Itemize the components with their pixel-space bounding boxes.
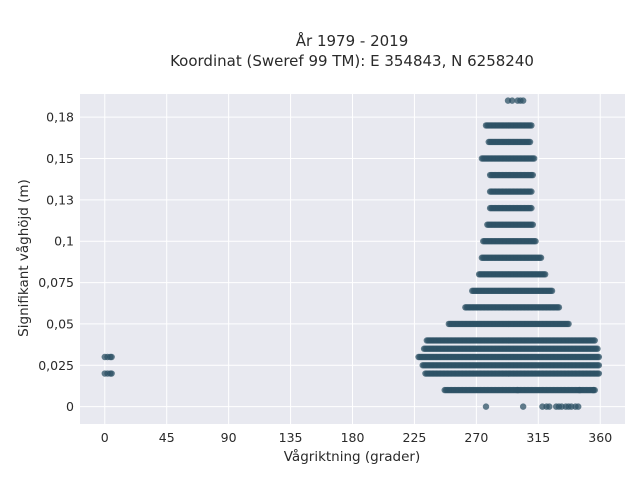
y-tick-label: 0,13 [46, 192, 74, 207]
x-axis-label: Vågriktning (grader) [284, 448, 421, 465]
data-point [108, 370, 115, 377]
data-point [532, 238, 539, 245]
y-tick-label: 0 [66, 399, 74, 414]
data-point [519, 403, 527, 410]
x-tick-label: 135 [279, 430, 303, 445]
x-tick-label: 225 [403, 430, 427, 445]
data-point [530, 155, 538, 162]
data-point [546, 403, 553, 410]
data-point [529, 221, 536, 228]
data-point [537, 254, 545, 261]
x-tick-label: 0 [101, 430, 109, 445]
chart-title: År 1979 - 2019 [296, 31, 409, 50]
data-point [108, 353, 115, 361]
data-point [595, 362, 603, 369]
y-axis-label: Signifikant våghöjd (m) [15, 179, 32, 337]
data-point [514, 386, 521, 394]
data-point [529, 171, 536, 179]
chart-subtitle: Koordinat (Sweref 99 TM): E 354843, N 62… [170, 52, 534, 70]
y-tick-label: 0,025 [38, 358, 74, 373]
x-tick-label: 360 [588, 430, 612, 445]
data-point [519, 97, 527, 104]
data-point [508, 97, 516, 104]
data-point [548, 287, 556, 295]
data-point [482, 403, 490, 410]
x-tick-label: 180 [341, 430, 365, 445]
data-point [528, 122, 535, 129]
data-point [591, 337, 598, 344]
data-point [555, 304, 563, 311]
data-point [541, 271, 549, 278]
y-tick-label: 0,18 [46, 110, 74, 125]
y-tick-label: 0,1 [54, 234, 74, 249]
x-tick-label: 315 [526, 430, 550, 445]
x-tick-label: 90 [221, 430, 237, 445]
data-point [590, 386, 597, 394]
data-point [595, 370, 603, 377]
data-point [594, 345, 601, 352]
x-tick-label: 45 [159, 430, 175, 445]
y-tick-label: 0,075 [38, 275, 74, 290]
data-point [595, 353, 603, 361]
data-point [526, 138, 534, 146]
data-point [528, 188, 535, 195]
data-point [528, 204, 535, 212]
data-point [576, 386, 583, 394]
y-tick-label: 0,05 [46, 316, 74, 331]
x-tick-label: 270 [464, 430, 488, 445]
data-point [565, 320, 572, 328]
y-tick-label: 0,15 [46, 151, 74, 166]
data-point [575, 403, 582, 410]
